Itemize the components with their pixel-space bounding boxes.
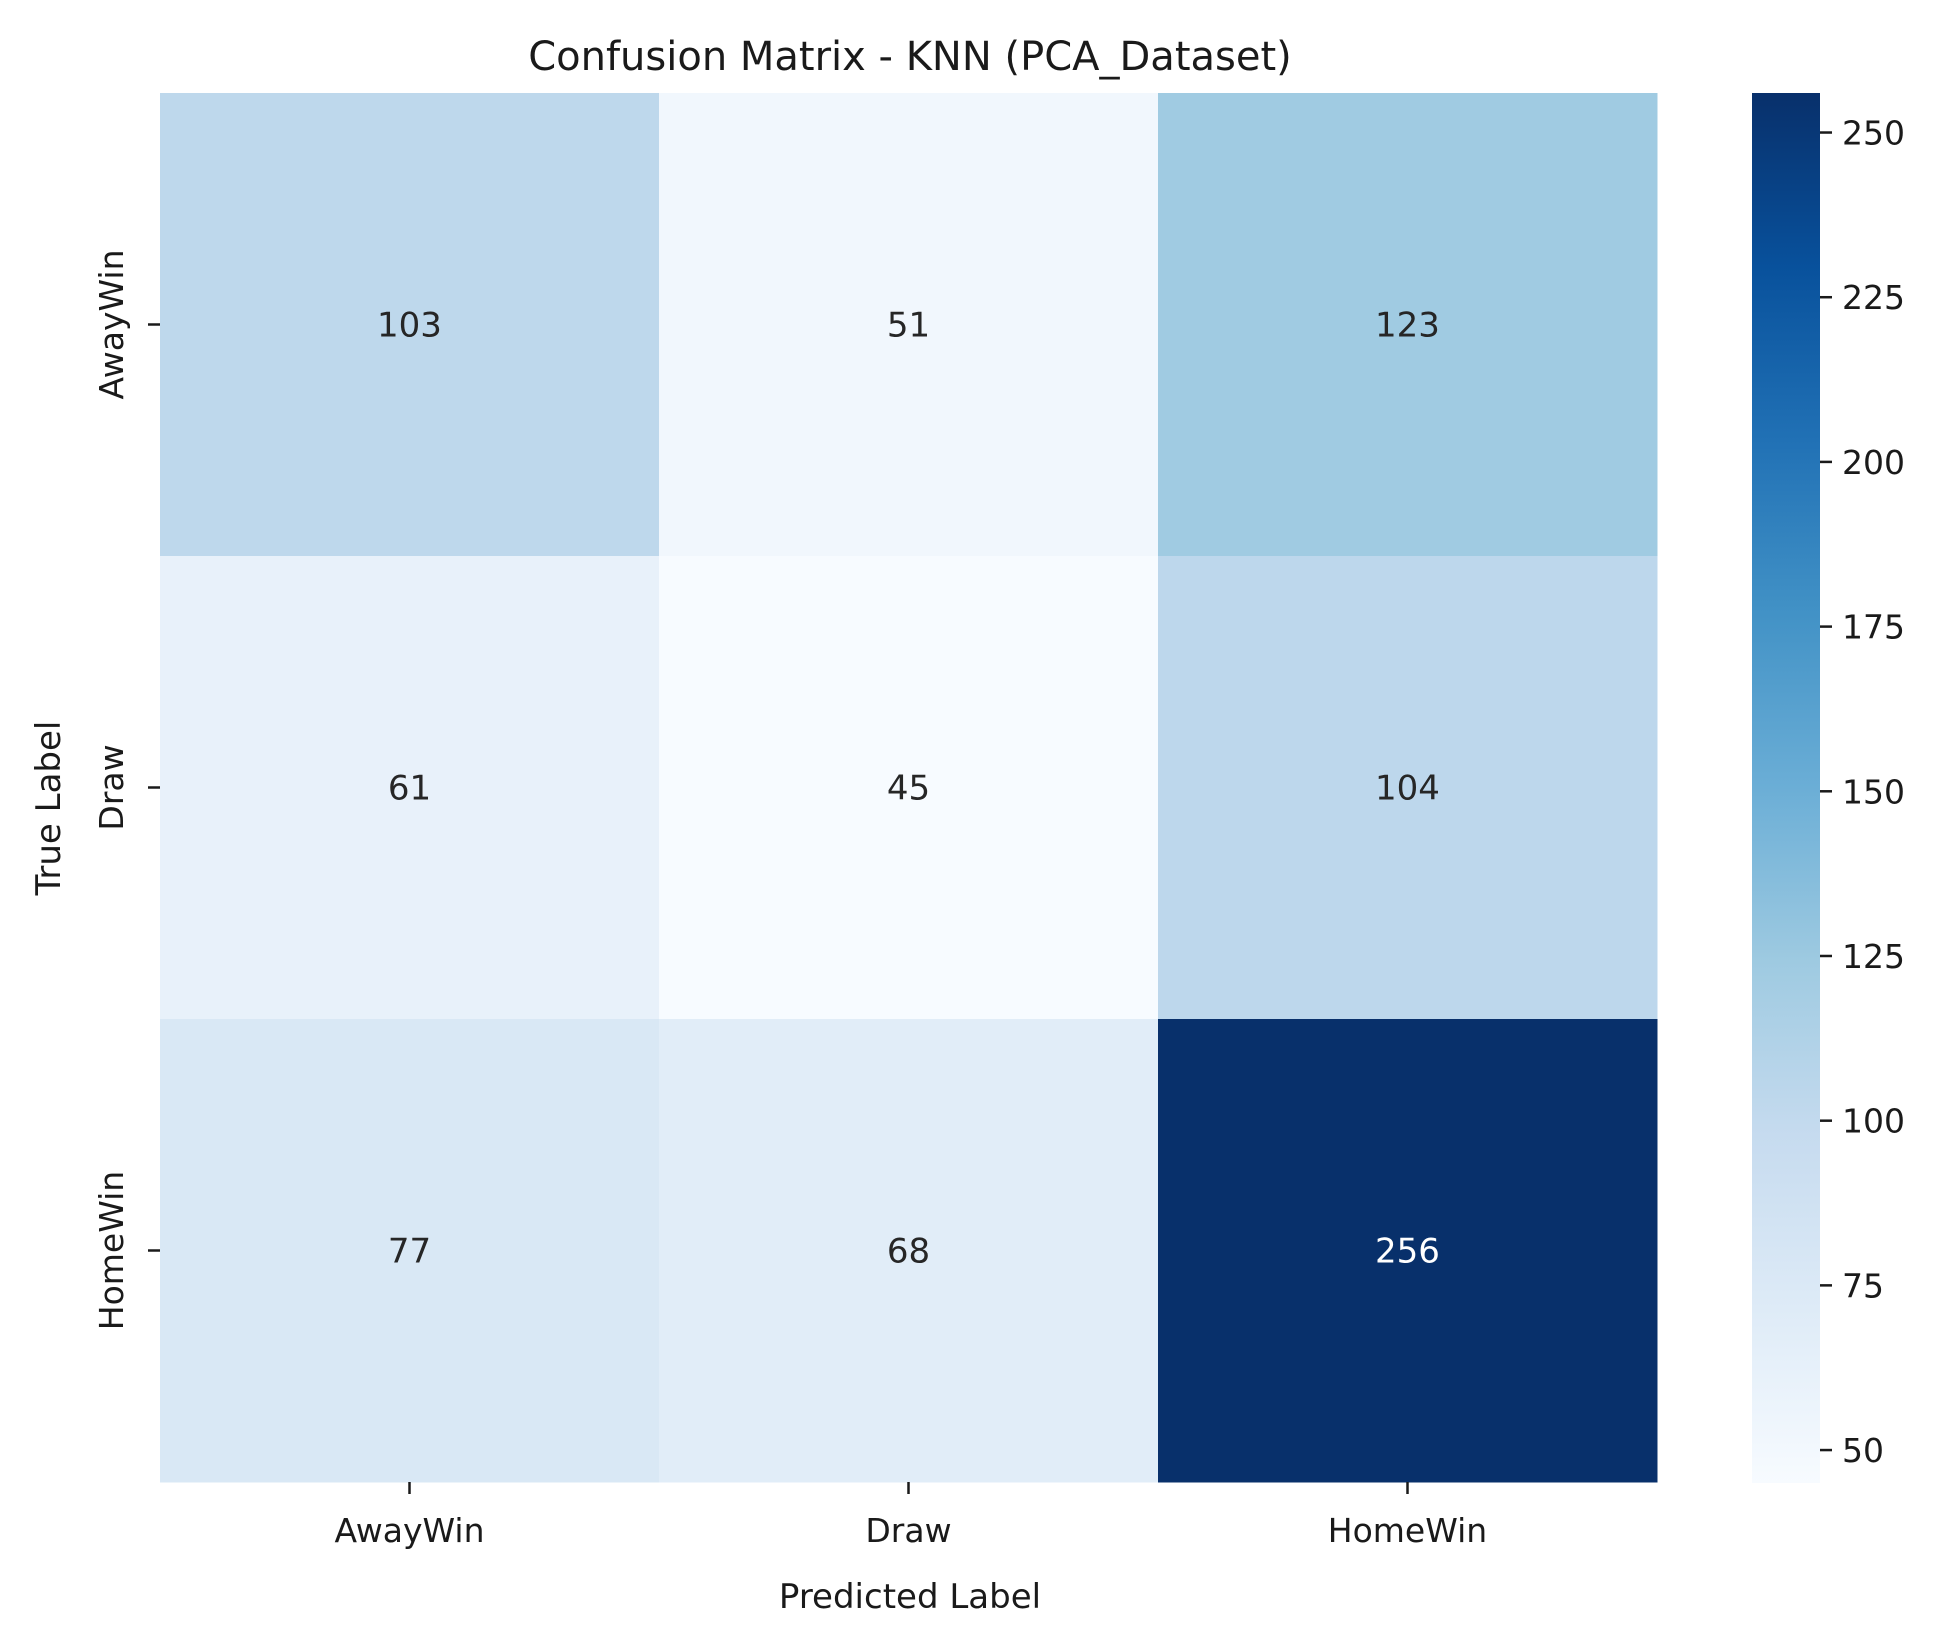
x-tick-label: HomeWin bbox=[1328, 1511, 1487, 1550]
heatmap-cell bbox=[160, 1019, 660, 1483]
colorbar-tick-label: 75 bbox=[1842, 1266, 1884, 1305]
y-axis-label: True Label bbox=[29, 721, 69, 897]
cell-value-label: 103 bbox=[377, 306, 442, 346]
heatmap-cell bbox=[160, 93, 660, 557]
cell-value-label: 256 bbox=[1375, 1232, 1440, 1272]
x-axis-ticks: AwayWin Draw HomeWin bbox=[335, 1482, 1487, 1550]
colorbar-tick-label: 150 bbox=[1842, 772, 1905, 811]
heatmap-cell bbox=[1158, 1019, 1658, 1483]
colorbar-tick-label: 250 bbox=[1842, 114, 1905, 153]
cell-value-label: 61 bbox=[388, 769, 431, 809]
heatmap-cell bbox=[659, 93, 1159, 557]
x-tick-label: Draw bbox=[865, 1511, 951, 1550]
heatmap-cell bbox=[1158, 93, 1658, 557]
colorbar-tick-label: 125 bbox=[1842, 937, 1905, 976]
y-tick-label: Draw bbox=[92, 744, 131, 830]
colorbar-ticks: 50 75 100 125 150 175 200 225 250 bbox=[1820, 114, 1905, 1470]
y-axis-ticks: AwayWin Draw HomeWin bbox=[92, 250, 160, 1330]
colorbar-tick-label: 50 bbox=[1842, 1431, 1884, 1470]
y-tick-label: HomeWin bbox=[92, 1171, 131, 1330]
x-axis-label: Predicted Label bbox=[779, 1577, 1041, 1617]
heatmap-cell bbox=[1158, 556, 1658, 1020]
heatmap-cells bbox=[160, 93, 1658, 1483]
colorbar-tick-label: 100 bbox=[1842, 1102, 1905, 1141]
chart-title: Confusion Matrix - KNN (PCA_Dataset) bbox=[528, 34, 1292, 80]
cell-value-label: 123 bbox=[1375, 306, 1440, 346]
colorbar bbox=[1752, 93, 1820, 1483]
heatmap-cell-labels: 103 51 123 61 45 104 77 68 256 bbox=[377, 306, 1440, 1272]
y-tick-label: AwayWin bbox=[92, 250, 131, 400]
cell-value-label: 45 bbox=[887, 769, 930, 809]
x-tick-label: AwayWin bbox=[335, 1511, 485, 1550]
cell-value-label: 51 bbox=[887, 306, 930, 346]
colorbar-tick-label: 200 bbox=[1842, 443, 1905, 482]
cell-value-label: 77 bbox=[388, 1232, 431, 1272]
cell-value-label: 68 bbox=[887, 1232, 930, 1272]
heatmap-cell bbox=[160, 556, 660, 1020]
heatmap-cell bbox=[659, 1019, 1159, 1483]
colorbar-tick-label: 175 bbox=[1842, 608, 1905, 647]
cell-value-label: 104 bbox=[1375, 769, 1440, 809]
heatmap-cell bbox=[659, 556, 1159, 1020]
colorbar-tick-label: 225 bbox=[1842, 278, 1905, 317]
